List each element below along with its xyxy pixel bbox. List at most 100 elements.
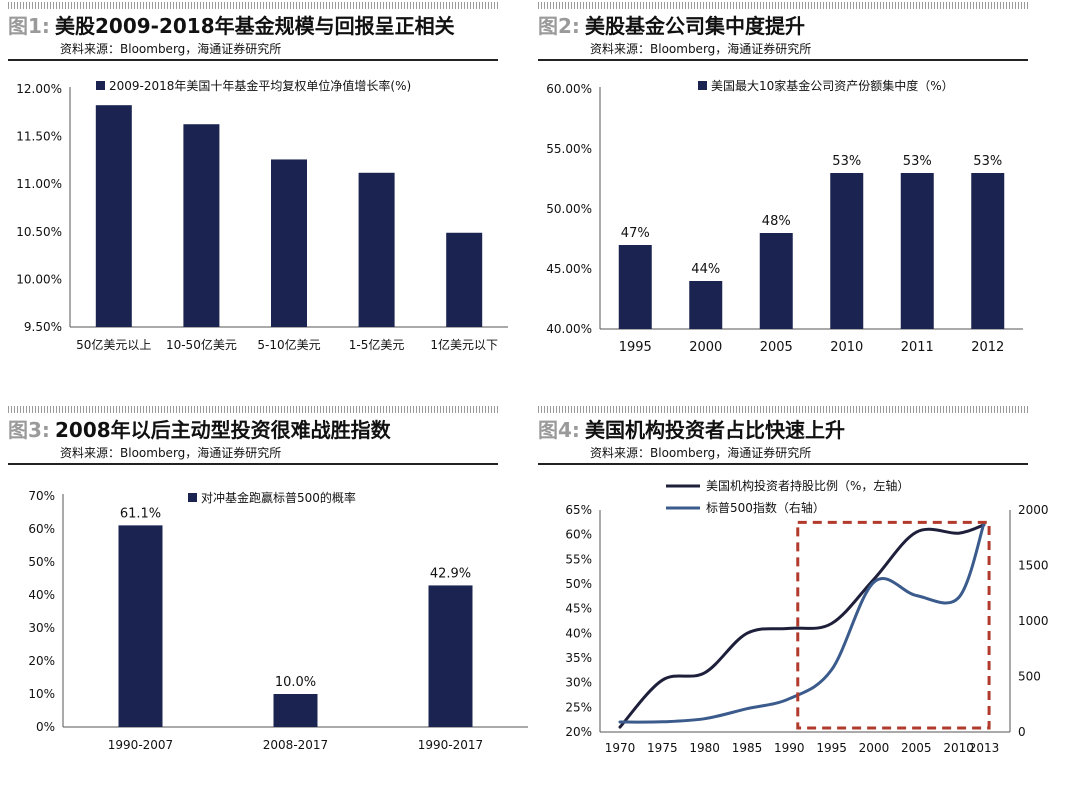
title-rule <box>8 59 498 61</box>
x-tick-label: 1990-2017 <box>418 738 483 752</box>
panel-header: 图2: 美股基金公司集中度提升 <box>538 10 1028 38</box>
right-y-tick-label: 2000 <box>1018 503 1049 517</box>
x-tick-label: 2011 <box>901 340 934 355</box>
highlight-box <box>796 520 991 730</box>
bar-chart-fund-concentration: 40.00% 45.00% 50.00% 55.00% 60.00% 1995 47% 200… <box>546 78 1023 355</box>
bar <box>271 159 307 327</box>
left-y-tick-label: 45% <box>565 602 592 616</box>
x-tick-label: 2008-2017 <box>263 738 328 752</box>
x-tick-label: 2005 <box>901 741 932 755</box>
bar <box>273 694 318 727</box>
data-label: 61.1% <box>120 506 161 521</box>
bar <box>446 232 483 327</box>
bar <box>759 233 793 329</box>
x-tick-label: 1995 <box>816 741 847 755</box>
x-tick-label: 1990 <box>774 741 805 755</box>
x-tick-label: 1995 <box>619 340 652 355</box>
y-tick-label: 30% <box>28 621 55 635</box>
x-tick-label: 1970 <box>605 741 636 755</box>
y-tick-label: 40% <box>28 588 55 602</box>
x-tick-label: 1-5亿美元 <box>349 337 405 352</box>
left-y-tick-label: 25% <box>565 700 592 714</box>
y-tick-label: 10.50% <box>16 225 62 239</box>
bar <box>971 173 1005 329</box>
bar <box>95 105 132 328</box>
y-tick-label: 11.50% <box>16 130 62 144</box>
bar <box>358 172 395 327</box>
data-label: 42.9% <box>430 566 471 581</box>
left-y-tick-label: 65% <box>565 503 592 517</box>
title-rule <box>538 59 1028 61</box>
left-y-tick-label: 30% <box>565 676 592 690</box>
x-tick-label: 1975 <box>647 741 678 755</box>
data-label: 53% <box>832 154 861 169</box>
legend-label: 对冲基金跑赢标普500的概率 <box>201 490 356 505</box>
source-note: 资料来源：Bloomberg，海通证券研究所 <box>60 446 282 460</box>
line-institutional-share <box>618 523 986 729</box>
x-tick-label: 5-10亿美元 <box>257 337 320 352</box>
y-tick-label: 70% <box>28 489 55 503</box>
right-y-tick-label: 1000 <box>1018 614 1049 628</box>
bar <box>118 525 163 727</box>
right-y-tick-label: 1500 <box>1018 559 1049 573</box>
figure-number: 图2: <box>538 14 580 38</box>
legend-swatch <box>96 81 105 90</box>
line-sp500-index <box>618 521 986 724</box>
figure-number: 图4: <box>538 418 580 442</box>
left-y-tick-label: 35% <box>565 651 592 665</box>
figure-title: 美股基金公司集中度提升 <box>585 14 806 38</box>
y-tick-label: 55.00% <box>546 142 592 156</box>
figure-title: 美股2009-2018年基金规模与回报呈正相关 <box>55 14 455 38</box>
figure-title: 2008年以后主动型投资很难战胜指数 <box>55 418 391 442</box>
source-note: 资料来源：Bloomberg，海通证券研究所 <box>60 42 282 56</box>
y-tick-label: 20% <box>28 654 55 668</box>
legend-label: 美国机构投资者持股比例（%，左轴） <box>706 478 909 493</box>
bar <box>618 245 652 329</box>
tick-rule <box>8 2 498 9</box>
y-tick-label: 0% <box>36 720 55 734</box>
bar <box>689 281 723 329</box>
figure-number: 图3: <box>8 418 50 442</box>
y-tick-label: 45.00% <box>546 262 592 276</box>
x-tick-label: 2005 <box>760 340 793 355</box>
panel-header: 图1: 美股2009-2018年基金规模与回报呈正相关 <box>8 10 498 38</box>
y-tick-label: 60% <box>28 522 55 536</box>
bar <box>900 173 934 329</box>
tick-rule <box>8 406 498 413</box>
x-tick-label: 2010 <box>943 741 974 755</box>
left-y-tick-label: 40% <box>565 626 592 640</box>
left-y-tick-label: 60% <box>565 528 592 542</box>
title-rule <box>8 463 498 465</box>
bar-chart-hedge-fund-win-rate: 0% 10% 20% 30% 40% 50% 60% 70% 1990-2007 61.1% 200… <box>28 489 528 752</box>
bar <box>428 585 473 727</box>
x-tick-label: 1985 <box>732 741 763 755</box>
source-note: 资料来源：Bloomberg，海通证券研究所 <box>590 446 812 460</box>
title-rule <box>538 463 1028 465</box>
y-tick-label: 12.00% <box>16 82 62 96</box>
panel-header: 图4: 美国机构投资者占比快速上升 <box>538 414 1028 442</box>
y-tick-label: 11.00% <box>16 177 62 191</box>
left-y-tick-label: 50% <box>565 577 592 591</box>
legend-swatch <box>698 81 707 90</box>
panel-fig4: 图4: 美国机构投资者占比快速上升 资料来源：Bloomberg，海通证券研究所… <box>538 406 1049 756</box>
bar <box>830 173 864 329</box>
data-label: 48% <box>762 214 791 229</box>
tick-rule <box>538 2 1028 9</box>
legend-swatch <box>188 493 197 502</box>
right-y-tick-label: 500 <box>1018 670 1041 684</box>
data-label: 47% <box>621 226 650 241</box>
left-y-tick-label: 55% <box>565 552 592 566</box>
x-tick-label: 2013 <box>969 741 1000 755</box>
panel-fig3: 图3: 2008年以后主动型投资很难战胜指数 资料来源：Bloomberg，海通… <box>8 406 528 756</box>
bar-chart-fund-size-return: 9.50% 10.00% 10.50% 11.00% 11.50% 12.00% 50亿美元… <box>16 78 508 352</box>
data-label: 53% <box>973 154 1002 169</box>
x-tick-label: 2012 <box>971 340 1004 355</box>
source-note: 资料来源：Bloomberg，海通证券研究所 <box>590 42 812 56</box>
x-tick-label: 1亿美元以下 <box>430 337 498 352</box>
y-tick-label: 10.00% <box>16 272 62 286</box>
right-y-tick-label: 0 <box>1018 725 1026 739</box>
legend-label: 2009-2018年美国十年基金平均复权单位净值增长率(%) <box>109 78 411 93</box>
left-y-tick-label: 20% <box>565 725 592 739</box>
figure-number: 图1: <box>8 14 50 38</box>
x-tick-label: 10-50亿美元 <box>166 337 237 352</box>
